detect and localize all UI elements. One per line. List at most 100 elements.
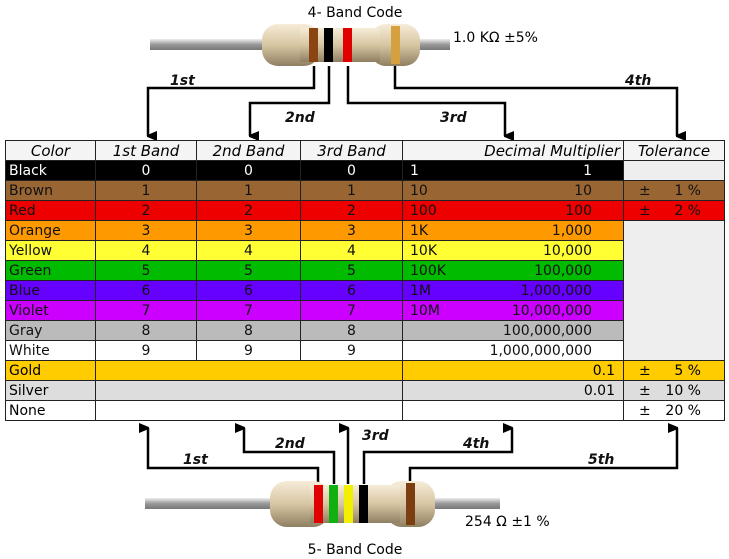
multiplier-short: 1K (410, 222, 429, 239)
band-digit: 9 (196, 340, 301, 361)
band-digit: 3 (95, 220, 197, 241)
bottom-title: 5- Band Code (308, 542, 403, 558)
tolerance-cell: ±2 % (623, 200, 725, 221)
tolerance-value: 2 % (674, 202, 701, 219)
multiplier-value: 10 (574, 182, 592, 199)
multiplier-cell: 10M 10,000,000 (402, 300, 624, 321)
color-name: Gold (5, 360, 96, 381)
top-band-2 (324, 28, 333, 62)
multiplier-value: 100 (565, 202, 592, 219)
multiplier-cell: 1,000,000,000 (402, 340, 624, 361)
band-digit: 6 (95, 280, 197, 301)
color-name: White (5, 340, 96, 361)
tolerance-cell (623, 160, 725, 181)
header-decimal-multiplier: Decimal Multiplier (402, 140, 624, 161)
band-empty (95, 360, 403, 381)
table-row: Red 2 2 2 100 100 ±2 % (5, 200, 725, 221)
tolerance-cell (623, 220, 725, 361)
band-digit: 4 (196, 240, 301, 261)
multiplier-short: 100K (410, 262, 446, 279)
multiplier-short: 10M (410, 302, 440, 319)
header-3rd-band: 3rd Band (300, 140, 403, 161)
bottom-label-4th: 4th (462, 436, 489, 452)
top-label-1st: 1st (170, 73, 196, 89)
band-digit: 2 (95, 200, 197, 221)
multiplier-cell: 1M 1,000,000 (402, 280, 624, 301)
band-digit: 0 (196, 160, 301, 181)
top-value: 1.0 KΩ ±5% (453, 30, 538, 46)
plus-minus: ± (639, 362, 651, 379)
bottom-band-5 (406, 483, 415, 525)
multiplier-value: 1,000,000 (520, 282, 592, 299)
header-color: Color (5, 140, 96, 161)
band-digit: 8 (196, 320, 301, 341)
band-empty (95, 380, 403, 401)
band-digit: 6 (300, 280, 403, 301)
band-digit: 0 (300, 160, 403, 181)
top-band-4 (391, 26, 400, 64)
color-name: Silver (5, 380, 96, 401)
multiplier-value: 1,000 (551, 222, 592, 239)
band-digit: 3 (196, 220, 301, 241)
table-row: None ±20 % (5, 400, 725, 421)
bottom-value: 254 Ω ±1 % (465, 514, 550, 530)
color-code-table: Color 1st Band 2nd Band 3rd Band Decimal Mul… (5, 140, 725, 421)
band-digit: 8 (95, 320, 197, 341)
header-2nd-band: 2nd Band (196, 140, 301, 161)
multiplier-cell: 100 100 (402, 200, 624, 221)
color-name: Yellow (5, 240, 96, 261)
bottom-band-4 (359, 485, 368, 523)
tolerance-cell: ±10 % (623, 380, 725, 401)
bottom-band-1 (314, 485, 323, 523)
band-digit: 8 (300, 320, 403, 341)
table-row: Black 0 0 0 1 1 (5, 160, 725, 181)
multiplier-value: 0.1 (402, 360, 624, 381)
multiplier-short: 1 (410, 162, 419, 179)
table-row: Orange 3 3 3 1K 1,000 (5, 220, 725, 361)
top-resistor (150, 24, 450, 66)
bottom-band-3 (344, 485, 353, 523)
band-digit: 2 (196, 200, 301, 221)
color-name: Red (5, 200, 96, 221)
table-row: Blue 6 6 6 1M 1,000,000 (5, 280, 725, 301)
top-band-1 (309, 28, 318, 62)
tolerance-cell: ±5 % (623, 360, 725, 381)
table-row: Gray 8 8 8 100,000,000 (5, 320, 725, 341)
tolerance-value: 5 % (674, 362, 701, 379)
bottom-label-1st: 1st (183, 452, 209, 468)
tolerance-value: 1 % (674, 182, 701, 199)
band-digit: 9 (95, 340, 197, 361)
band-digit: 5 (300, 260, 403, 281)
color-name: Orange (5, 220, 96, 241)
multiplier-cell: 100,000,000 (402, 320, 624, 341)
header-tolerance: Tolerance (623, 140, 725, 161)
band-digit: 5 (95, 260, 197, 281)
bottom-arrows (148, 428, 679, 484)
table-row: Brown 1 1 1 10 10 ±1 % (5, 180, 725, 201)
color-name: Blue (5, 280, 96, 301)
band-digit: 1 (300, 180, 403, 201)
multiplier-short: 10 (410, 182, 428, 199)
tolerance-cell: ±1 % (623, 180, 725, 201)
multiplier-value: 100,000,000 (502, 322, 592, 339)
multiplier-short: 1M (410, 282, 431, 299)
tolerance-cell: ±20 % (623, 400, 725, 421)
table-row: Violet 7 7 7 10M 10,000,000 (5, 300, 725, 321)
band-digit: 7 (95, 300, 197, 321)
band-digit: 0 (95, 160, 197, 181)
top-arrows (146, 66, 677, 136)
band-digit: 1 (95, 180, 197, 201)
multiplier-value (402, 400, 624, 421)
multiplier-short: 100 (410, 202, 437, 219)
table-row: Gold 0.1 ±5 % (5, 360, 725, 381)
band-digit: 3 (300, 220, 403, 241)
plus-minus: ± (639, 202, 651, 219)
multiplier-value: 10,000,000 (511, 302, 592, 319)
header-1st-band: 1st Band (95, 140, 197, 161)
band-digit: 7 (196, 300, 301, 321)
top-label-2nd: 2nd (285, 110, 316, 126)
multiplier-value: 1 (583, 162, 592, 179)
top-band-3 (343, 28, 352, 62)
